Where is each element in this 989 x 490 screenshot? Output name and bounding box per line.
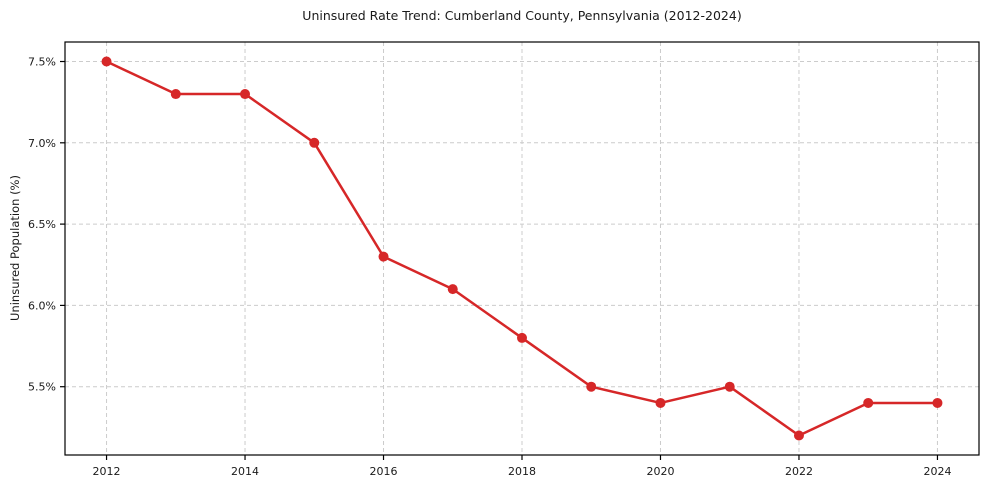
data-point — [378, 251, 389, 262]
x-tick-label: 2012 — [93, 465, 121, 478]
x-tick-label: 2016 — [370, 465, 398, 478]
chart-title: Uninsured Rate Trend: Cumberland County,… — [302, 8, 742, 23]
data-point — [655, 397, 666, 408]
data-point — [724, 381, 735, 392]
y-tick-label: 7.5% — [28, 56, 56, 69]
data-point — [447, 284, 458, 295]
y-tick-label: 6.5% — [28, 218, 56, 231]
y-tick-label: 5.5% — [28, 381, 56, 394]
data-point — [586, 381, 597, 392]
x-tick-label: 2020 — [646, 465, 674, 478]
data-point — [101, 56, 112, 67]
data-point — [932, 397, 943, 408]
y-tick-label: 6.0% — [28, 299, 56, 312]
y-tick-label: 7.0% — [28, 137, 56, 150]
data-point — [309, 137, 320, 148]
x-tick-label: 2018 — [508, 465, 536, 478]
x-tick-label: 2022 — [785, 465, 813, 478]
data-point — [517, 332, 527, 343]
x-tick-label: 2024 — [923, 465, 951, 478]
data-point — [170, 89, 181, 100]
x-tick-label: 2014 — [231, 465, 259, 478]
data-point — [240, 89, 251, 100]
data-point — [863, 397, 874, 408]
data-point — [793, 430, 804, 441]
